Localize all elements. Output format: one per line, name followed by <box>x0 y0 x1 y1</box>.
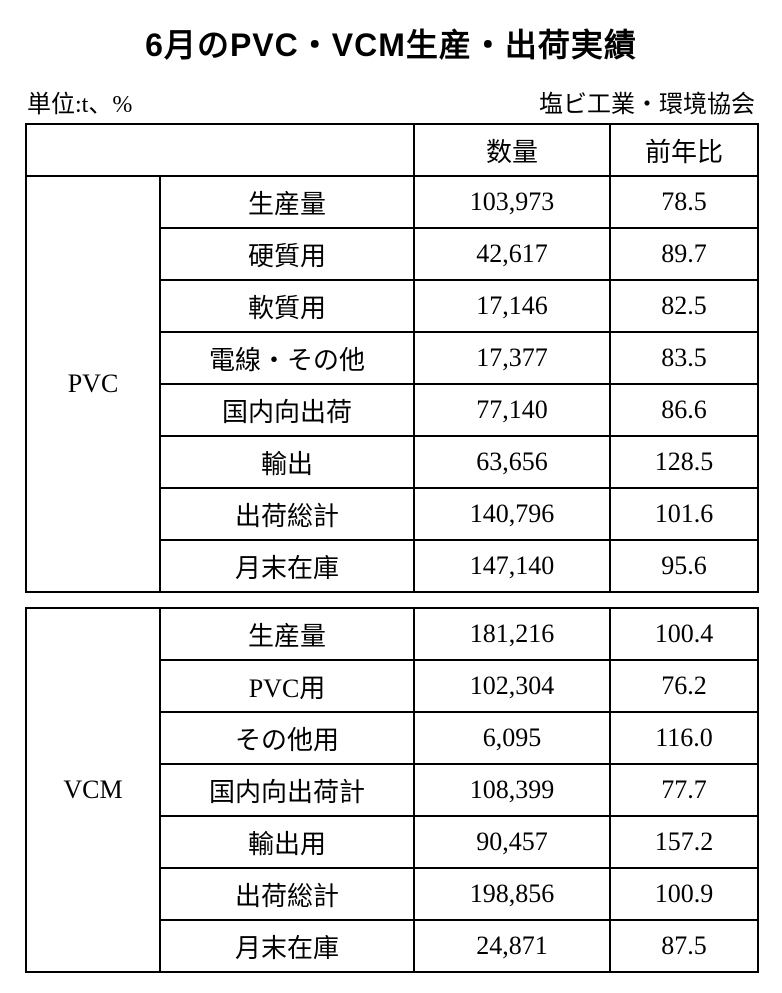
row-qty: 42,617 <box>414 228 610 280</box>
table-row: VCM 生産量 181,216 100.4 <box>26 608 758 660</box>
row-qty: 17,146 <box>414 280 610 332</box>
row-qty: 90,457 <box>414 816 610 868</box>
row-label: 出荷総計 <box>160 868 414 920</box>
row-ratio: 100.9 <box>610 868 758 920</box>
group-label-pvc: PVC <box>26 176 160 592</box>
page-title: 6月のPVC・VCM生産・出荷実績 <box>25 20 757 66</box>
row-qty: 103,973 <box>414 176 610 228</box>
row-ratio: 82.5 <box>610 280 758 332</box>
header-ratio: 前年比 <box>610 124 758 176</box>
row-qty: 24,871 <box>414 920 610 972</box>
header-blank <box>26 124 414 176</box>
row-qty: 181,216 <box>414 608 610 660</box>
row-ratio: 77.7 <box>610 764 758 816</box>
row-label: 硬質用 <box>160 228 414 280</box>
data-table: 数量 前年比 PVC 生産量 103,973 78.5 硬質用 42,617 8… <box>25 123 759 973</box>
row-label: PVC用 <box>160 660 414 712</box>
row-label: 生産量 <box>160 608 414 660</box>
row-ratio: 87.5 <box>610 920 758 972</box>
row-label: 輸出 <box>160 436 414 488</box>
row-label: 国内向出荷 <box>160 384 414 436</box>
row-qty: 198,856 <box>414 868 610 920</box>
row-qty: 147,140 <box>414 540 610 592</box>
row-ratio: 100.4 <box>610 608 758 660</box>
row-label: 生産量 <box>160 176 414 228</box>
row-ratio: 95.6 <box>610 540 758 592</box>
row-label: 電線・その他 <box>160 332 414 384</box>
unit-label: 単位:t、% <box>27 84 132 119</box>
header-row: 数量 前年比 <box>26 124 758 176</box>
row-ratio: 101.6 <box>610 488 758 540</box>
row-label: 国内向出荷計 <box>160 764 414 816</box>
row-ratio: 128.5 <box>610 436 758 488</box>
row-qty: 17,377 <box>414 332 610 384</box>
row-qty: 6,095 <box>414 712 610 764</box>
row-label: 月末在庫 <box>160 540 414 592</box>
row-label: 輸出用 <box>160 816 414 868</box>
subheader: 単位:t、% 塩ビ工業・環境協会 <box>25 84 757 119</box>
row-ratio: 76.2 <box>610 660 758 712</box>
group-gap <box>26 592 758 608</box>
row-qty: 77,140 <box>414 384 610 436</box>
table-row: PVC 生産量 103,973 78.5 <box>26 176 758 228</box>
row-qty: 102,304 <box>414 660 610 712</box>
row-qty: 63,656 <box>414 436 610 488</box>
row-qty: 140,796 <box>414 488 610 540</box>
group-label-vcm: VCM <box>26 608 160 972</box>
row-ratio: 157.2 <box>610 816 758 868</box>
row-label: 軟質用 <box>160 280 414 332</box>
header-qty: 数量 <box>414 124 610 176</box>
row-ratio: 83.5 <box>610 332 758 384</box>
row-ratio: 78.5 <box>610 176 758 228</box>
row-ratio: 116.0 <box>610 712 758 764</box>
row-label: 出荷総計 <box>160 488 414 540</box>
row-qty: 108,399 <box>414 764 610 816</box>
row-label: その他用 <box>160 712 414 764</box>
source-label: 塩ビ工業・環境協会 <box>539 84 755 119</box>
row-ratio: 86.6 <box>610 384 758 436</box>
row-label: 月末在庫 <box>160 920 414 972</box>
row-ratio: 89.7 <box>610 228 758 280</box>
